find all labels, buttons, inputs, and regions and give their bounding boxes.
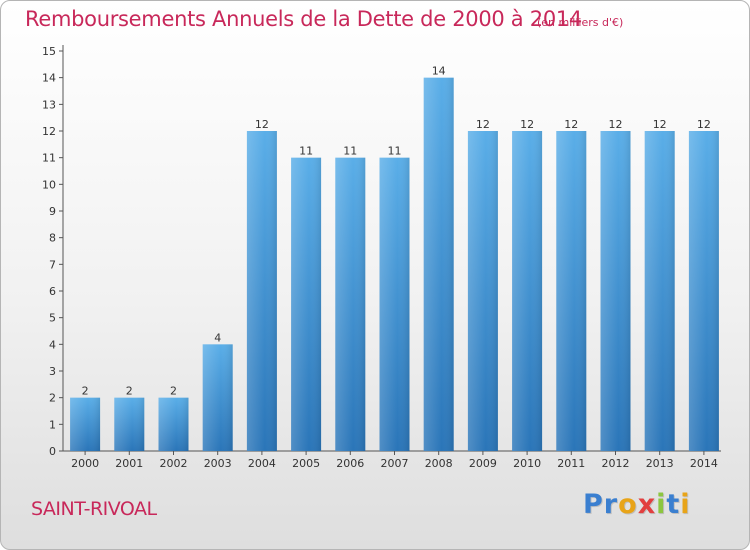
data-label: 14: [432, 65, 446, 78]
bar-shade: [379, 157, 410, 451]
x-tick-label: 2008: [425, 457, 453, 470]
bars: [70, 77, 719, 452]
bar-shade: [202, 344, 233, 451]
logo-letter: x: [637, 489, 657, 520]
y-tick-label: 4: [49, 338, 56, 351]
y-tick-label: 14: [42, 72, 56, 85]
data-label: 11: [343, 145, 357, 158]
y-tick-label: 0: [49, 445, 56, 458]
data-label: 12: [255, 118, 269, 131]
bar-shade: [158, 397, 189, 451]
proxiti-logo[interactable]: Proxiti: [583, 489, 691, 520]
x-tick-label: 2010: [513, 457, 541, 470]
data-label: 4: [214, 331, 221, 344]
x-tick-label: 2011: [557, 457, 585, 470]
y-tick-label: 1: [49, 418, 56, 431]
data-label: 2: [126, 385, 133, 398]
logo-letter: i: [656, 489, 667, 520]
data-label: 12: [520, 118, 534, 131]
data-label: 11: [388, 145, 402, 158]
x-axis-ticks: 2000 2001 2002 2003 2004 2005 2006 2007 2008 2009…: [71, 451, 718, 470]
y-tick-label: 7: [49, 258, 56, 271]
bar-shade: [600, 131, 631, 451]
y-tick-label: 13: [42, 98, 56, 111]
x-tick-label: 2013: [646, 457, 674, 470]
x-tick-label: 2014: [690, 457, 718, 470]
y-tick-label: 5: [49, 312, 56, 325]
bar-shade: [467, 131, 498, 451]
data-label: 2: [170, 385, 177, 398]
x-tick-label: 2005: [292, 457, 320, 470]
bar-shade: [114, 397, 145, 451]
data-label: 12: [653, 118, 667, 131]
chart-unit-subtitle: (en milliers d'€): [537, 16, 624, 29]
commune-name: SAINT-RIVOAL: [31, 498, 157, 520]
x-tick-label: 2007: [381, 457, 409, 470]
data-label: 12: [609, 118, 623, 131]
x-tick-label: 2002: [160, 457, 188, 470]
bar-shade: [423, 77, 454, 452]
x-tick-label: 2009: [469, 457, 497, 470]
x-tick-label: 2000: [71, 457, 99, 470]
bar-shade: [246, 131, 277, 451]
bar-shade: [335, 157, 366, 451]
data-label: 11: [299, 145, 313, 158]
data-label: 12: [564, 118, 578, 131]
bar-shade: [291, 157, 322, 451]
logo-letter: t: [666, 489, 681, 520]
bar-shade: [556, 131, 587, 451]
x-tick-label: 2004: [248, 457, 276, 470]
data-label: 12: [697, 118, 711, 131]
y-tick-label: 11: [42, 152, 56, 165]
x-tick-label: 2006: [336, 457, 364, 470]
y-tick-label: 3: [49, 365, 56, 378]
y-tick-label: 12: [42, 125, 56, 138]
y-tick-label: 2: [49, 392, 56, 405]
data-label: 12: [476, 118, 490, 131]
bar-shade: [70, 397, 101, 451]
y-tick-label: 10: [42, 178, 56, 191]
x-tick-label: 2012: [602, 457, 630, 470]
logo-letter: P: [583, 489, 604, 520]
chart-title: Remboursements Annuels de la Dette de 20…: [25, 7, 582, 31]
y-tick-label: 6: [49, 285, 56, 298]
logo-letter: r: [603, 489, 619, 520]
bar-shade: [688, 131, 719, 451]
bar-shade: [644, 131, 675, 451]
y-tick-label: 15: [42, 45, 56, 58]
y-tick-label: 8: [49, 232, 56, 245]
bar-shade: [512, 131, 543, 451]
logo-letter: i: [680, 489, 691, 520]
x-tick-label: 2003: [204, 457, 232, 470]
data-labels: 2 2 2 4 12 11 11 11 14 12 12 12 12 12 12: [82, 65, 711, 398]
y-tick-label: 9: [49, 205, 56, 218]
data-label: 2: [82, 385, 89, 398]
x-tick-label: 2001: [115, 457, 143, 470]
logo-letter: o: [618, 489, 638, 520]
